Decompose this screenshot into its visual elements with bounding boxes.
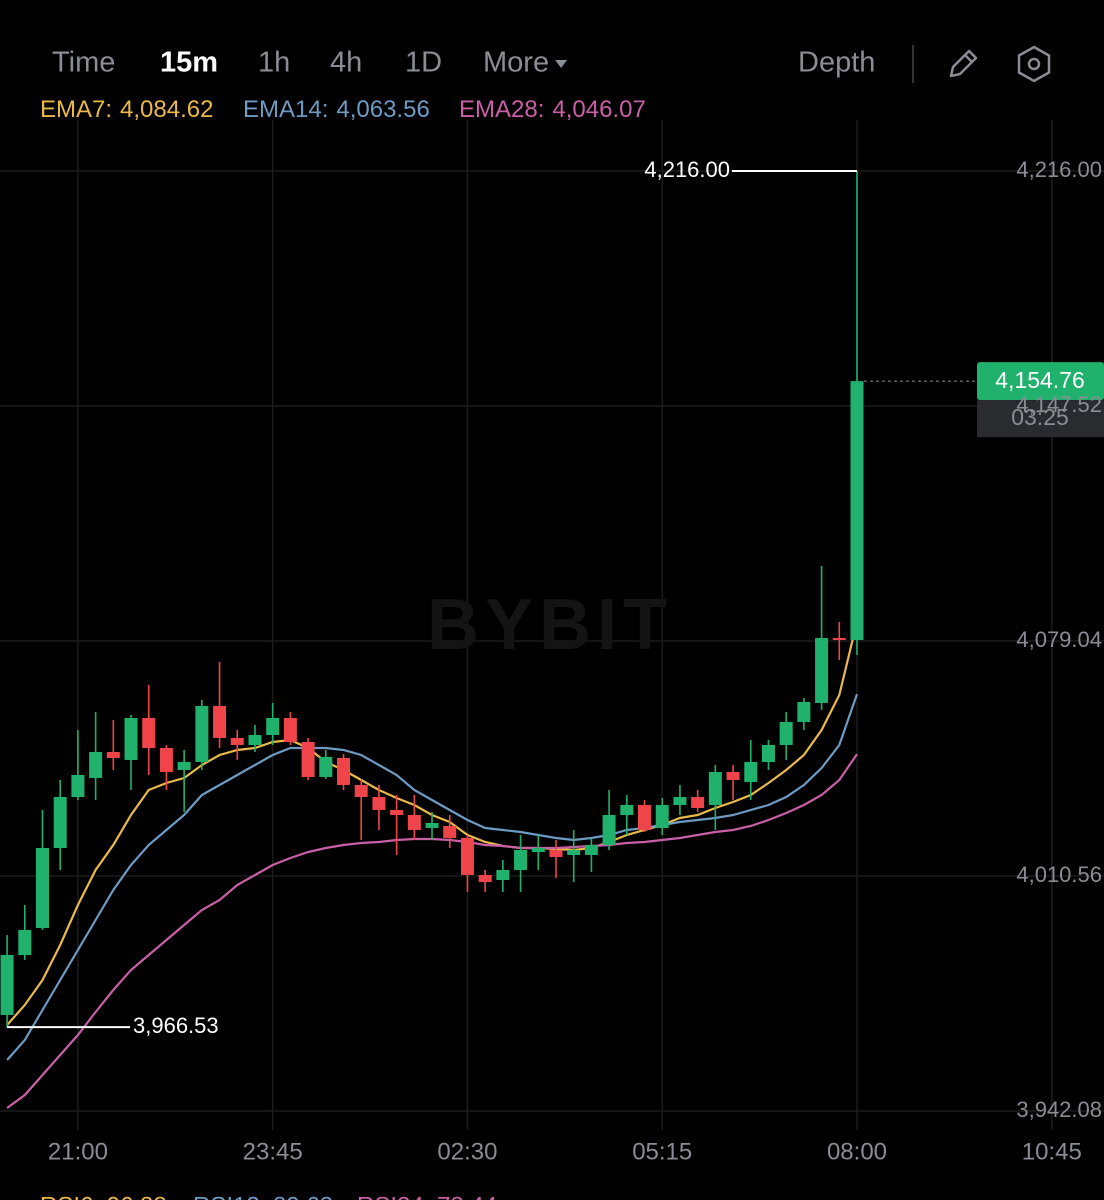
candle-body bbox=[779, 721, 793, 745]
candle-body bbox=[319, 756, 333, 777]
candle-body bbox=[230, 737, 244, 745]
candle-body bbox=[620, 804, 634, 815]
y-tick-label: 4,079.04 bbox=[1016, 627, 1102, 652]
candle-body bbox=[124, 717, 138, 760]
last-price-label: 4,154.76 bbox=[995, 367, 1085, 393]
candle-body bbox=[266, 717, 280, 735]
legend-entry: EMA28: 4,046.07 bbox=[459, 96, 646, 123]
candle-body bbox=[177, 761, 191, 770]
y-tick-label: 4,216.00 bbox=[1016, 157, 1102, 182]
rsi-legend: RSI12: 89.63 bbox=[193, 1192, 333, 1200]
candle-body bbox=[744, 761, 758, 782]
candle-body bbox=[726, 771, 740, 780]
legend-name: EMA7: bbox=[40, 96, 112, 123]
y-tick-label: 4,147.52 bbox=[1016, 392, 1102, 417]
low-marker-label: 3,966.53 bbox=[133, 1013, 219, 1038]
candle-body bbox=[815, 637, 829, 703]
candle-body bbox=[71, 774, 85, 797]
candle-body bbox=[638, 804, 652, 830]
candle-body bbox=[106, 751, 120, 758]
candle-body bbox=[478, 874, 492, 882]
legend-value: 4,063.56 bbox=[336, 96, 429, 123]
candle-body bbox=[584, 844, 598, 855]
candle-body bbox=[18, 929, 32, 955]
interval-tab[interactable]: 15m bbox=[160, 47, 218, 79]
candle-body bbox=[301, 741, 315, 777]
candle-body bbox=[691, 796, 705, 808]
x-tick-label: 08:00 bbox=[827, 1138, 887, 1165]
candle-body bbox=[195, 705, 209, 762]
watermark: BYBIT bbox=[427, 585, 673, 665]
countdown: 03:25 bbox=[1011, 404, 1069, 430]
candle-body bbox=[460, 837, 474, 875]
candle-body bbox=[372, 796, 386, 810]
candle-body bbox=[531, 847, 545, 852]
overlay: 4,216.00 3,966.53 4,154.76 03:25 bbox=[7, 157, 1104, 1038]
legend-entry: EMA7: 4,084.62 bbox=[40, 96, 213, 123]
candle-body bbox=[514, 849, 528, 870]
candle-body bbox=[549, 849, 563, 857]
legend-name: EMA14: bbox=[243, 96, 328, 123]
candle-body bbox=[35, 847, 49, 928]
candle-body bbox=[390, 809, 404, 815]
countdown-box bbox=[977, 400, 1104, 438]
candle-body bbox=[283, 717, 297, 742]
y-tick-label: 4,010.56 bbox=[1016, 862, 1102, 887]
candle-body bbox=[89, 751, 103, 778]
candle-body bbox=[142, 717, 156, 748]
rsi-legend: RSI6: 96.38 bbox=[40, 1192, 167, 1200]
interval-tab[interactable]: More bbox=[483, 47, 549, 79]
candle-body bbox=[53, 796, 67, 848]
interval-tab[interactable]: 4h bbox=[330, 47, 362, 79]
candle-body bbox=[354, 784, 368, 797]
candle-body bbox=[850, 381, 864, 640]
candle-body bbox=[443, 825, 457, 838]
y-tick-label: 3,942.08 bbox=[1016, 1097, 1102, 1122]
candle-body bbox=[832, 637, 846, 640]
candle-body bbox=[602, 814, 616, 845]
candles bbox=[0, 170, 864, 1028]
x-tick-label: 23:45 bbox=[243, 1138, 303, 1165]
x-tick-label: 10:45 bbox=[1022, 1138, 1082, 1165]
interval-tab[interactable]: 1h bbox=[258, 47, 290, 79]
candle-body bbox=[655, 804, 669, 828]
candle-body bbox=[496, 869, 510, 880]
candle-body bbox=[797, 701, 811, 722]
candle-body bbox=[567, 849, 581, 855]
dropdown-arrow bbox=[555, 60, 568, 68]
settings-icon[interactable] bbox=[1017, 45, 1051, 83]
x-tick-label: 21:00 bbox=[48, 1138, 108, 1165]
draw-icon[interactable] bbox=[949, 49, 978, 78]
candle-body bbox=[407, 814, 421, 830]
legend-name: EMA28: bbox=[459, 96, 544, 123]
candle-body bbox=[673, 796, 687, 805]
last-price-tag bbox=[977, 362, 1104, 401]
candle-body bbox=[0, 954, 14, 1015]
candle-body bbox=[159, 747, 173, 772]
legend-value: 4,084.62 bbox=[120, 96, 213, 123]
candle-body bbox=[213, 705, 227, 738]
x-tick-label: 02:30 bbox=[437, 1138, 497, 1165]
interval-tab[interactable]: Time bbox=[52, 47, 115, 79]
candle-body bbox=[708, 771, 722, 805]
rsi-legend: RSI24: 78.44 bbox=[357, 1192, 497, 1200]
interval-tab[interactable]: 1D bbox=[405, 47, 442, 79]
legend-entry: EMA14: 4,063.56 bbox=[243, 96, 430, 123]
x-tick-label: 05:15 bbox=[632, 1138, 692, 1165]
candle-body bbox=[337, 757, 351, 785]
high-marker-label: 4,216.00 bbox=[644, 157, 730, 182]
candle-body bbox=[761, 744, 775, 762]
depth-tab[interactable]: Depth bbox=[798, 47, 875, 79]
candle-body bbox=[248, 734, 262, 745]
legend-value: 4,046.07 bbox=[552, 96, 645, 123]
candle-body bbox=[425, 822, 439, 828]
